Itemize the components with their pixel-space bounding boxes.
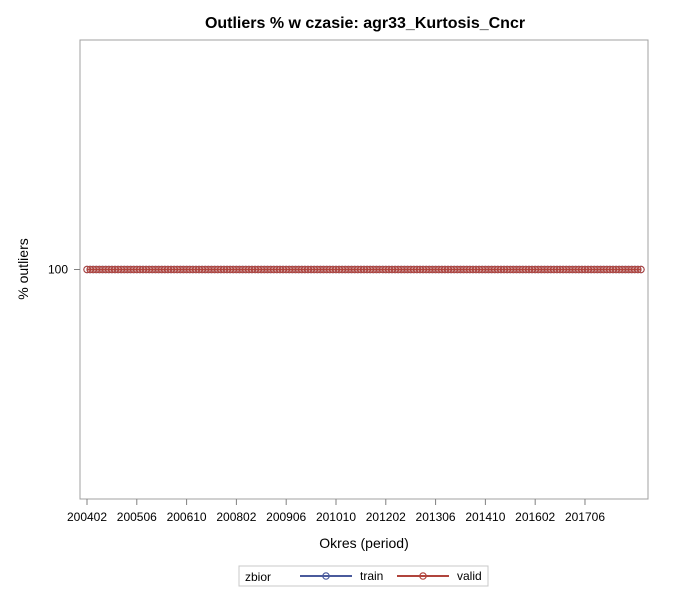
legend-title: zbior bbox=[245, 570, 271, 584]
legend-item-train: train bbox=[300, 569, 383, 583]
y-axis-label: % outliers bbox=[15, 238, 31, 299]
legend-marker-valid bbox=[419, 572, 427, 580]
x-tick-label: 200402 bbox=[67, 510, 107, 524]
x-tick-label: 200802 bbox=[216, 510, 256, 524]
data-point-valid bbox=[637, 265, 645, 274]
legend: zbior train valid bbox=[238, 565, 489, 587]
x-tick-label: 201010 bbox=[316, 510, 356, 524]
series-layer bbox=[83, 265, 645, 274]
legend-label-valid: valid bbox=[457, 569, 482, 583]
legend-box bbox=[238, 565, 489, 587]
x-tick-label: 201410 bbox=[465, 510, 505, 524]
x-tick-label: 200610 bbox=[167, 510, 207, 524]
data-point-valid bbox=[634, 265, 642, 274]
legend-item-valid: valid bbox=[397, 569, 482, 583]
x-tick-label: 201706 bbox=[565, 510, 605, 524]
legend-marker-train bbox=[322, 572, 330, 580]
y-axis: 100 bbox=[48, 263, 80, 277]
x-tick-label: 201602 bbox=[515, 510, 555, 524]
x-axis-label: Okres (period) bbox=[319, 535, 408, 551]
x-tick-label: 200506 bbox=[117, 510, 157, 524]
x-axis: 200402 200506 200610 200802 200906 201010 2012… bbox=[67, 499, 605, 524]
x-tick-label: 201306 bbox=[416, 510, 456, 524]
legend-label-train: train bbox=[360, 569, 383, 583]
y-tick-label: 100 bbox=[48, 263, 68, 277]
chart-title: Outliers % w czasie: agr33_Kurtosis_Cncr bbox=[205, 15, 525, 32]
x-tick-label: 200906 bbox=[266, 510, 306, 524]
x-tick-label: 201202 bbox=[366, 510, 406, 524]
